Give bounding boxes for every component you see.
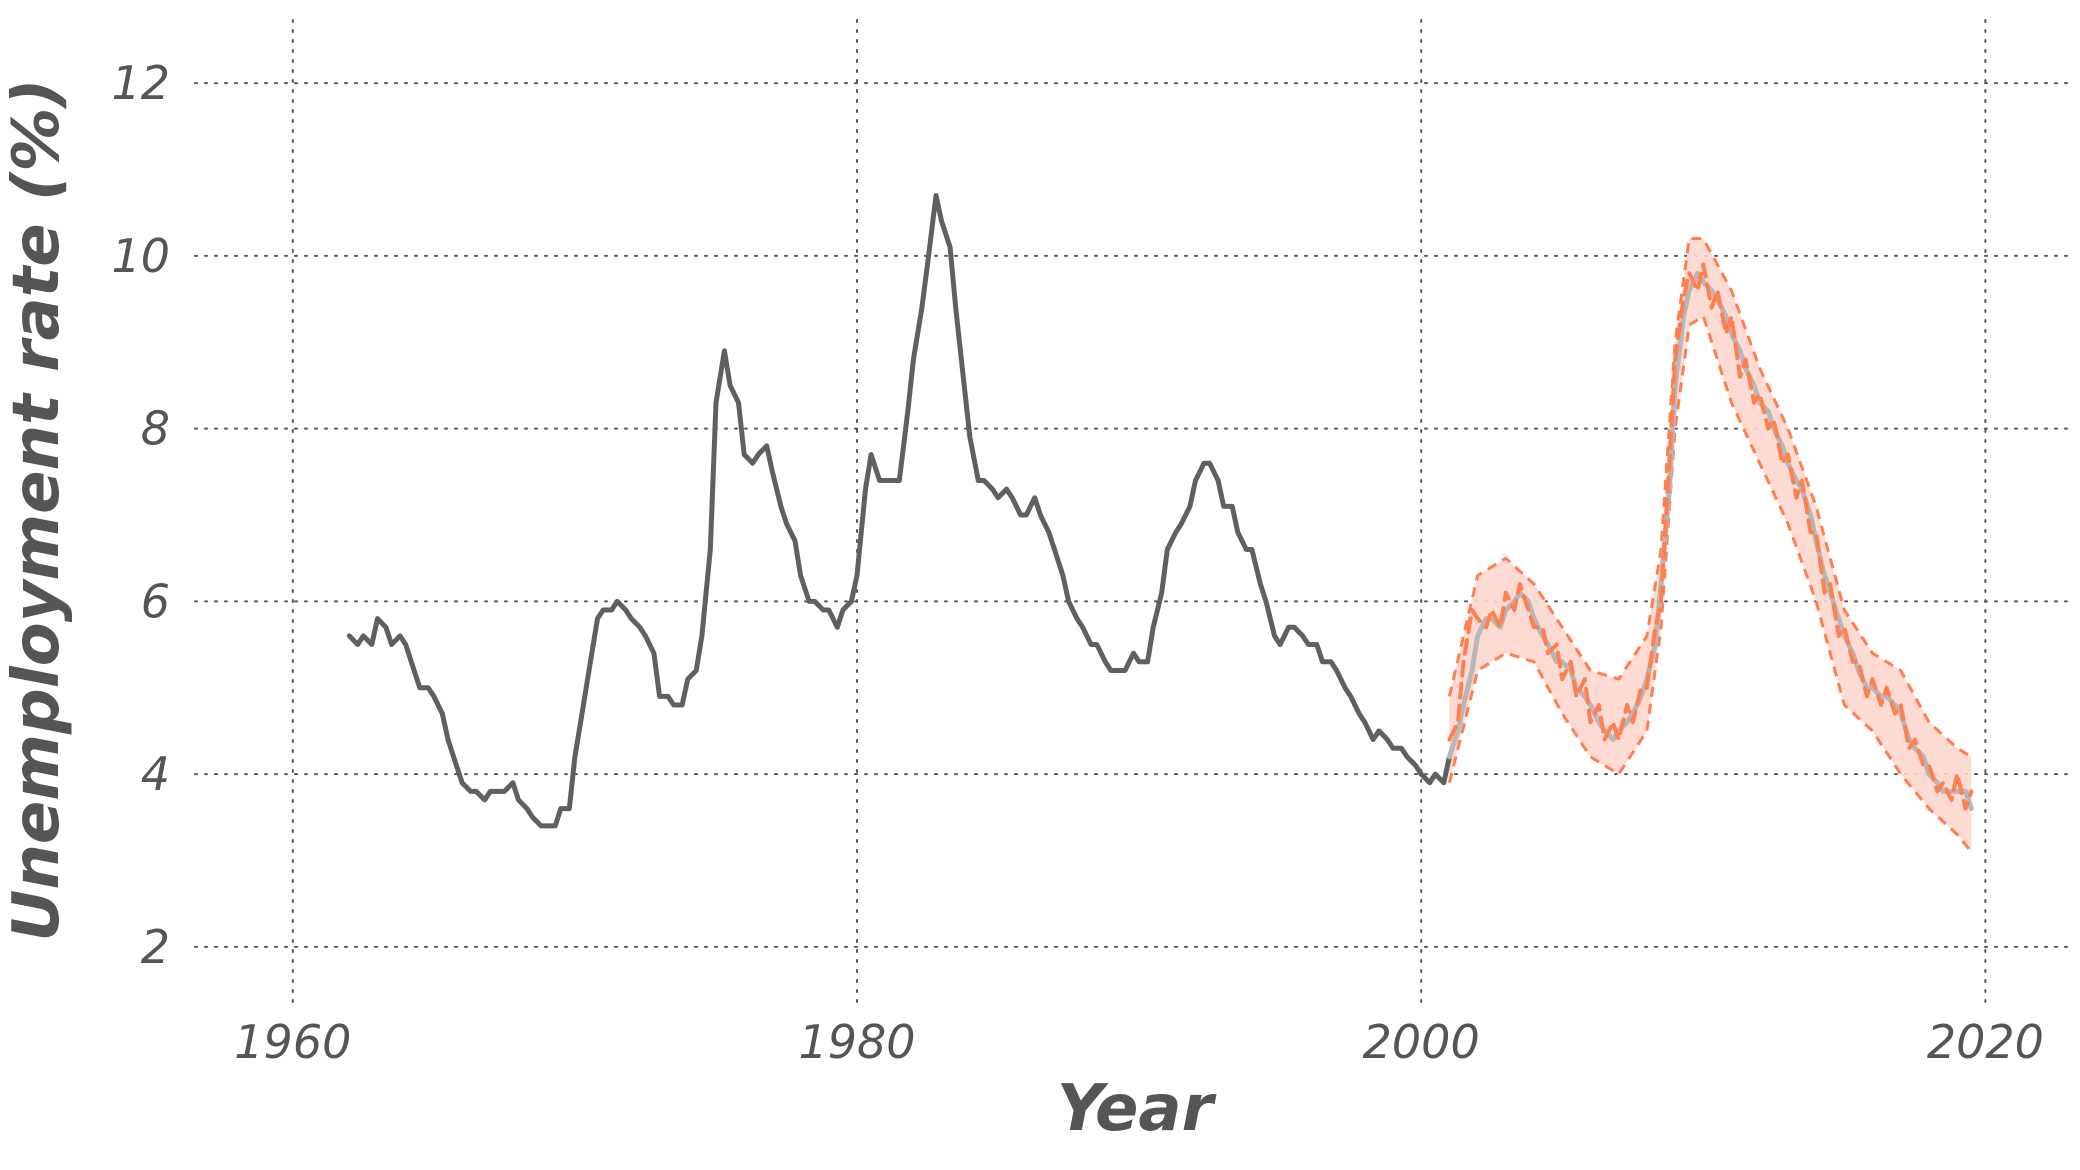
prediction-interval-band: [1447, 237, 1973, 853]
y-tick-label-12: 12: [111, 56, 170, 110]
x-tick-label-1960: 1960: [234, 1015, 351, 1069]
y-tick-label-2: 2: [141, 920, 170, 974]
prediction-series-line: [1447, 262, 1974, 811]
prediction-band-lower-bound: [1447, 314, 1973, 853]
y-tick-label-6: 6: [141, 574, 170, 628]
x-tick-label-2020: 2020: [1927, 1015, 2044, 1069]
data-series: [346, 193, 1974, 829]
y-tick-label-4: 4: [141, 747, 170, 801]
prediction-band-upper-bound: [1447, 237, 1973, 759]
y-axis-title: Unemployment rate (%): [0, 78, 74, 941]
prediction-band-fill: [1449, 238, 1972, 852]
y-tick-label-10: 10: [111, 229, 170, 283]
fitted-series-line: [1446, 270, 1974, 812]
x-tick-label-1980: 1980: [798, 1015, 915, 1069]
tick-labels: 2 4 6 8 10 12 1960 1980 2000 2020: [111, 56, 2043, 1069]
y-tick-label-8: 8: [141, 402, 170, 456]
x-axis-title: Year: [1057, 1072, 1217, 1146]
observed-series-line: [346, 193, 1452, 829]
x-tick-label-2000: 2000: [1363, 1015, 1480, 1069]
